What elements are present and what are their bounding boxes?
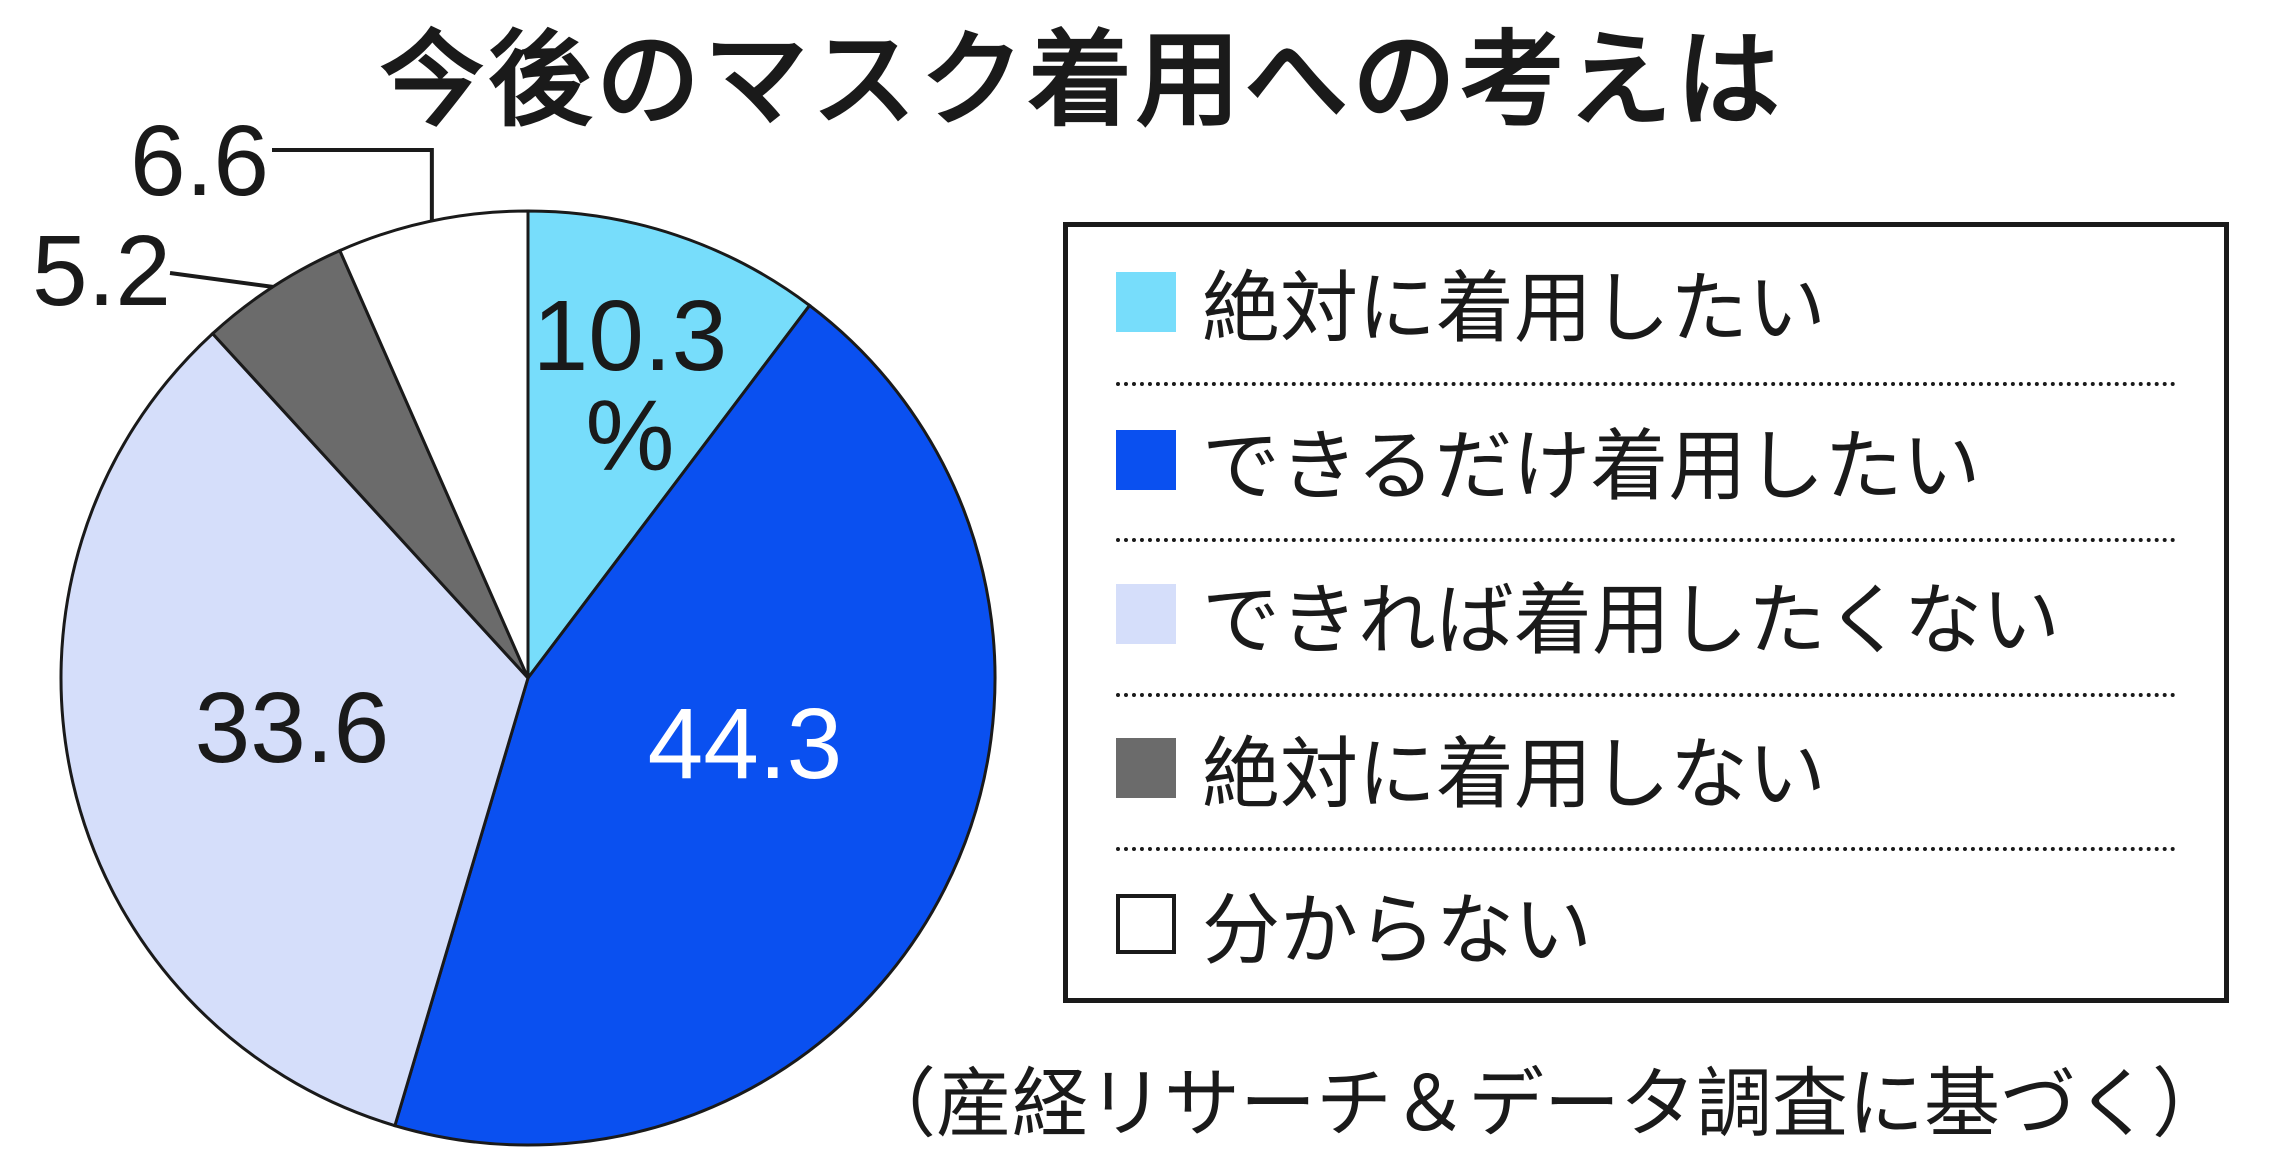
legend-divider xyxy=(1116,693,2176,697)
legend: 絶対に着用したい できるだけ着用したい できれば着用したくない 絶対に着用しない… xyxy=(1063,222,2229,1003)
legend-label-1: 絶対に着用したい xyxy=(1202,264,1827,354)
legend-divider xyxy=(1116,382,2176,386)
pie-slices xyxy=(59,209,997,1147)
legend-divider xyxy=(1116,847,2176,851)
pie-slice-2 xyxy=(393,303,997,1147)
chart-title: 今後のマスク着用への考えは xyxy=(380,19,1785,141)
legend-swatch-5 xyxy=(1116,894,1176,954)
legend-swatch-4 xyxy=(1116,738,1176,798)
pie-slice-1 xyxy=(526,209,812,683)
data-labels: 10.3% 44.3 33.6 5.26.6 xyxy=(32,105,842,800)
leader-lines xyxy=(169,148,434,289)
legend-divider xyxy=(1116,538,2176,542)
leader-line-5 xyxy=(272,148,434,222)
legend-item-1: 絶対に着用したい xyxy=(1116,237,1826,367)
data-label-3: 33.6 xyxy=(195,672,390,784)
legend-swatch-2 xyxy=(1116,430,1176,490)
legend-swatch-1 xyxy=(1116,272,1176,332)
legend-item-5: 分からない xyxy=(1116,859,1592,989)
data-label-4: 5.2 xyxy=(32,215,171,327)
legend-item-4: 絶対に着用しない xyxy=(1116,703,1826,833)
data-label-unit: % xyxy=(586,380,675,492)
pie-slice-4 xyxy=(210,248,530,680)
legend-label-4: 絶対に着用しない xyxy=(1202,730,1827,820)
leader-line-4 xyxy=(169,271,274,289)
legend-label-2: できるだけ着用したい xyxy=(1202,422,1981,512)
data-label-2: 44.3 xyxy=(648,688,843,800)
legend-swatch-3 xyxy=(1116,584,1176,644)
legend-item-3: できれば着用したくない xyxy=(1116,549,2060,679)
data-label-1: 10.3 xyxy=(533,280,728,392)
source-note: （産経リサーチ＆データ調査に基づく） xyxy=(860,1059,2228,1148)
data-label-5: 6.6 xyxy=(130,105,269,217)
pie-slice-3 xyxy=(59,331,530,1128)
legend-label-5: 分からない xyxy=(1202,886,1593,976)
legend-label-3: できれば着用したくない xyxy=(1202,576,2061,666)
pie-slice-5 xyxy=(337,209,530,679)
legend-item-2: できるだけ着用したい xyxy=(1116,395,1980,525)
